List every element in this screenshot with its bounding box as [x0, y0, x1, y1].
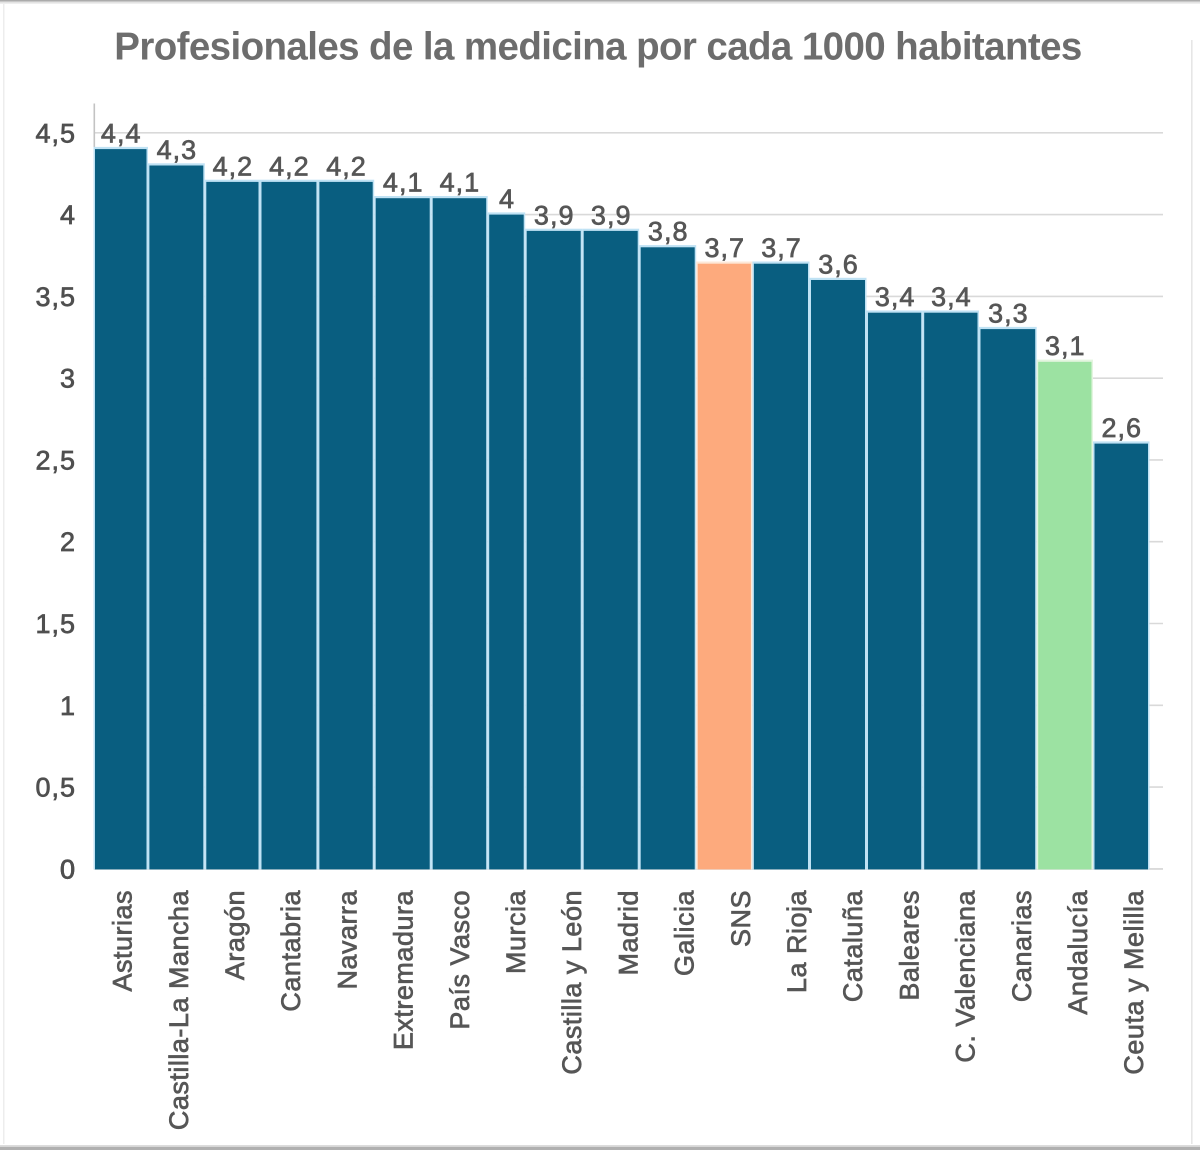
- svg-text:C. Valenciana: C. Valenciana: [951, 890, 981, 1063]
- svg-text:Ceuta y Melilla: Ceuta y Melilla: [1119, 890, 1149, 1075]
- svg-text:3,7: 3,7: [761, 233, 802, 263]
- svg-text:Madrid: Madrid: [613, 890, 643, 976]
- svg-text:4,1: 4,1: [383, 168, 424, 198]
- svg-text:Andalucía: Andalucía: [1063, 890, 1093, 1015]
- svg-text:Asturias: Asturias: [108, 890, 138, 992]
- svg-text:Profesionales de la medicina p: Profesionales de la medicina por cada 10…: [114, 26, 1081, 69]
- svg-text:3,5: 3,5: [35, 282, 76, 312]
- svg-text:1,5: 1,5: [35, 609, 76, 639]
- svg-text:Navarra: Navarra: [332, 890, 362, 990]
- svg-text:Galicia: Galicia: [670, 890, 700, 977]
- svg-text:3,7: 3,7: [705, 233, 746, 263]
- svg-text:4,5: 4,5: [35, 118, 76, 148]
- svg-text:3,8: 3,8: [648, 217, 689, 247]
- svg-text:3,6: 3,6: [818, 249, 859, 279]
- svg-text:4: 4: [60, 200, 76, 230]
- svg-text:País Vasco: País Vasco: [445, 890, 475, 1030]
- svg-text:Canarias: Canarias: [1007, 890, 1037, 1002]
- svg-text:2: 2: [60, 527, 76, 557]
- svg-text:3,1: 3,1: [1045, 331, 1086, 361]
- svg-text:SNS: SNS: [726, 890, 756, 947]
- svg-text:4,2: 4,2: [326, 151, 367, 181]
- svg-text:0,5: 0,5: [35, 773, 76, 803]
- svg-text:3,9: 3,9: [534, 200, 575, 230]
- svg-text:4,2: 4,2: [213, 151, 254, 181]
- svg-text:2,5: 2,5: [35, 445, 76, 475]
- svg-text:La Rioja: La Rioja: [782, 890, 812, 994]
- svg-text:Cantabria: Cantabria: [276, 890, 306, 1012]
- svg-text:Murcia: Murcia: [501, 890, 531, 974]
- svg-text:4,1: 4,1: [440, 168, 481, 198]
- svg-text:Castilla y León: Castilla y León: [557, 890, 587, 1075]
- svg-text:Castilla-La Mancha: Castilla-La Mancha: [164, 890, 194, 1131]
- svg-text:Cataluña: Cataluña: [838, 890, 868, 1003]
- svg-text:4: 4: [499, 184, 515, 214]
- svg-text:3,9: 3,9: [591, 200, 632, 230]
- svg-text:4,4: 4,4: [101, 119, 142, 149]
- svg-text:4,3: 4,3: [157, 135, 198, 165]
- svg-text:4,2: 4,2: [269, 151, 310, 181]
- svg-text:0: 0: [60, 854, 76, 884]
- svg-text:Baleares: Baleares: [894, 890, 924, 1001]
- svg-text:Extremadura: Extremadura: [389, 890, 419, 1051]
- svg-text:Aragón: Aragón: [220, 890, 250, 980]
- svg-text:3,4: 3,4: [875, 282, 916, 312]
- svg-text:0: 0: [60, 854, 76, 884]
- svg-text:1: 1: [60, 691, 76, 721]
- svg-text:3: 3: [60, 364, 76, 394]
- svg-text:2,6: 2,6: [1102, 413, 1143, 443]
- svg-text:3,3: 3,3: [988, 299, 1029, 329]
- svg-text:3,4: 3,4: [931, 282, 972, 312]
